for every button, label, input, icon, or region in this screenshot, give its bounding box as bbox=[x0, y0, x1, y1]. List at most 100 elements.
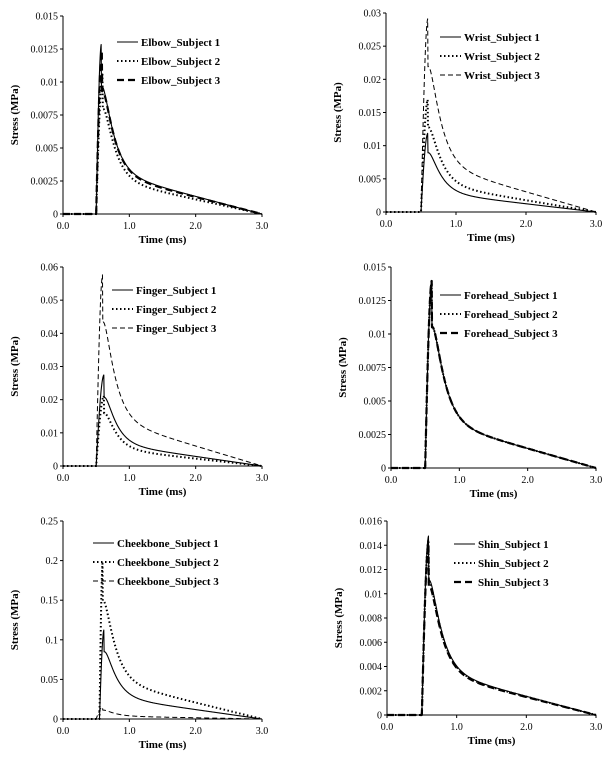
y-tick-label: 0.008 bbox=[360, 614, 383, 625]
x-tick-label: 3.0 bbox=[256, 473, 269, 484]
x-tick-label: 1.0 bbox=[450, 722, 463, 733]
y-tick-label: 0 bbox=[53, 210, 58, 221]
x-tick-label: 1.0 bbox=[453, 475, 466, 486]
x-axis-label: Time (ms) bbox=[468, 735, 516, 747]
y-tick-label: 0.005 bbox=[36, 144, 59, 155]
y-tick-label: 0.002 bbox=[360, 686, 383, 697]
x-tick-label: 1.0 bbox=[450, 219, 463, 230]
legend-label: Wrist_Subject 1 bbox=[464, 32, 540, 44]
x-tick-label: 3.0 bbox=[590, 219, 603, 230]
x-tick-label: 0.0 bbox=[57, 221, 70, 232]
x-tick-label: 0.0 bbox=[381, 722, 394, 733]
y-tick-label: 0.06 bbox=[41, 263, 59, 274]
y-axis-label: Stress (MPa) bbox=[332, 82, 344, 143]
y-tick-label: 0.03 bbox=[41, 362, 59, 373]
x-tick-label: 0.0 bbox=[57, 473, 70, 484]
y-tick-label: 0.01 bbox=[365, 589, 383, 600]
legend-label: Wrist_Subject 3 bbox=[464, 70, 540, 82]
series-line-subject-3 bbox=[390, 279, 597, 470]
legend-label: Wrist_Subject 2 bbox=[464, 51, 540, 63]
chart-panel-5: 0 0.05 0.1 0.15 0.2 0.25 0.0 1.0 2.0 3.0 Time (ms)… bbox=[9, 517, 268, 752]
y-axis-label: Stress (MPa) bbox=[337, 337, 349, 398]
y-tick-label: 0.03 bbox=[364, 9, 382, 20]
chart-panel-6: 0 0.002 0.004 0.006 0.008 0.01 0.012 0.014 0.016… bbox=[333, 517, 602, 748]
series-line-subject-3 bbox=[62, 49, 263, 216]
chart-panel-3: 0 0.01 0.02 0.03 0.04 0.05 0.06 0.0 1.0 2.0 3.0 Tim… bbox=[9, 263, 268, 499]
legend: Forehead_Subject 1 Forehead_Subject 2 Fore… bbox=[440, 290, 558, 340]
y-tick-label: 0.01 bbox=[41, 428, 59, 439]
legend-label: Shin_Subject 3 bbox=[478, 577, 549, 589]
y-tick-label: 0.0125 bbox=[31, 45, 59, 56]
legend: Shin_Subject 1 Shin_Subject 2 Shin_Subject… bbox=[454, 539, 549, 589]
y-tick-label: 0 bbox=[381, 464, 386, 475]
x-tick-label: 3.0 bbox=[590, 475, 603, 486]
y-tick-label: 0.0125 bbox=[359, 296, 387, 307]
y-tick-label: 0 bbox=[53, 462, 58, 473]
y-tick-label: 0.015 bbox=[36, 12, 59, 23]
x-axis-label: Time (ms) bbox=[467, 232, 515, 244]
y-tick-label: 0.0025 bbox=[359, 430, 387, 441]
y-tick-label: 0.004 bbox=[360, 662, 383, 673]
x-tick-label: 2.0 bbox=[520, 219, 533, 230]
y-tick-label: 0.04 bbox=[41, 329, 59, 340]
y-tick-label: 0 bbox=[53, 715, 58, 726]
y-tick-label: 0 bbox=[377, 711, 382, 722]
chart-panel-1: 0 0.0025 0.005 0.0075 0.01 0.0125 0.015 0.0 1.0 2… bbox=[9, 12, 268, 247]
y-tick-label: 0.0075 bbox=[31, 111, 59, 122]
y-tick-label: 0.006 bbox=[360, 638, 383, 649]
legend-label: Shin_Subject 1 bbox=[478, 539, 549, 551]
legend-label: Finger_Subject 1 bbox=[136, 285, 216, 297]
legend-label: Forehead_Subject 3 bbox=[464, 328, 558, 340]
x-tick-label: 1.0 bbox=[123, 726, 136, 737]
x-tick-label: 2.0 bbox=[189, 726, 202, 737]
y-tick-label: 0.012 bbox=[360, 565, 383, 576]
legend-label: Elbow_Subject 1 bbox=[141, 37, 220, 49]
legend: Wrist_Subject 1 Wrist_Subject 2 Wrist_Subj… bbox=[440, 32, 540, 82]
series-line-subject-3 bbox=[385, 18, 597, 213]
y-tick-label: 0.005 bbox=[359, 174, 382, 185]
legend-label: Elbow_Subject 3 bbox=[141, 75, 221, 87]
y-tick-label: 0.0025 bbox=[31, 177, 59, 188]
y-tick-label: 0.02 bbox=[364, 75, 382, 86]
y-tick-label: 0.014 bbox=[360, 541, 383, 552]
y-tick-label: 0.015 bbox=[359, 108, 382, 119]
x-tick-label: 2.0 bbox=[520, 722, 533, 733]
legend-label: Elbow_Subject 2 bbox=[141, 56, 221, 68]
y-tick-label: 0.2 bbox=[46, 556, 59, 567]
legend-label: Cheekbone_Subject 3 bbox=[117, 576, 219, 588]
y-tick-label: 0.015 bbox=[364, 263, 387, 274]
x-axis-label: Time (ms) bbox=[139, 739, 187, 751]
y-tick-label: 0.01 bbox=[369, 330, 387, 341]
x-tick-label: 0.0 bbox=[57, 726, 70, 737]
y-tick-label: 0.01 bbox=[41, 78, 59, 89]
series-line-subject-3 bbox=[62, 706, 263, 720]
series-line-subject-3 bbox=[62, 274, 263, 467]
y-tick-label: 0.15 bbox=[41, 596, 59, 607]
legend-label: Cheekbone_Subject 1 bbox=[117, 538, 219, 550]
legend-label: Shin_Subject 2 bbox=[478, 558, 549, 570]
legend-label: Finger_Subject 3 bbox=[136, 323, 217, 335]
legend: Elbow_Subject 1 Elbow_Subject 2 Elbow_Subj… bbox=[117, 37, 221, 87]
x-tick-label: 1.0 bbox=[123, 221, 136, 232]
x-tick-label: 0.0 bbox=[380, 219, 393, 230]
legend-label: Finger_Subject 2 bbox=[136, 304, 217, 316]
x-tick-label: 1.0 bbox=[123, 473, 136, 484]
y-axis-label: Stress (MPa) bbox=[9, 336, 21, 397]
x-tick-label: 3.0 bbox=[590, 722, 603, 733]
legend-label: Forehead_Subject 1 bbox=[464, 290, 558, 302]
y-tick-label: 0.25 bbox=[41, 517, 59, 528]
x-tick-label: 0.0 bbox=[385, 475, 398, 486]
legend-label: Forehead_Subject 2 bbox=[464, 309, 558, 321]
x-tick-label: 3.0 bbox=[256, 221, 269, 232]
series-line-subject-3 bbox=[386, 542, 597, 717]
y-axis-label: Stress (MPa) bbox=[9, 84, 21, 145]
x-tick-label: 3.0 bbox=[256, 726, 269, 737]
y-axis-label: Stress (MPa) bbox=[333, 587, 345, 648]
x-axis-label: Time (ms) bbox=[139, 486, 187, 498]
chart-panel-2: 0 0.005 0.01 0.015 0.02 0.025 0.03 0.0 1.0 2.0 3.0… bbox=[332, 9, 602, 245]
y-tick-label: 0.005 bbox=[364, 397, 387, 408]
y-tick-label: 0.016 bbox=[360, 517, 383, 528]
y-tick-label: 0.0075 bbox=[359, 363, 387, 374]
y-tick-label: 0.05 bbox=[41, 296, 59, 307]
